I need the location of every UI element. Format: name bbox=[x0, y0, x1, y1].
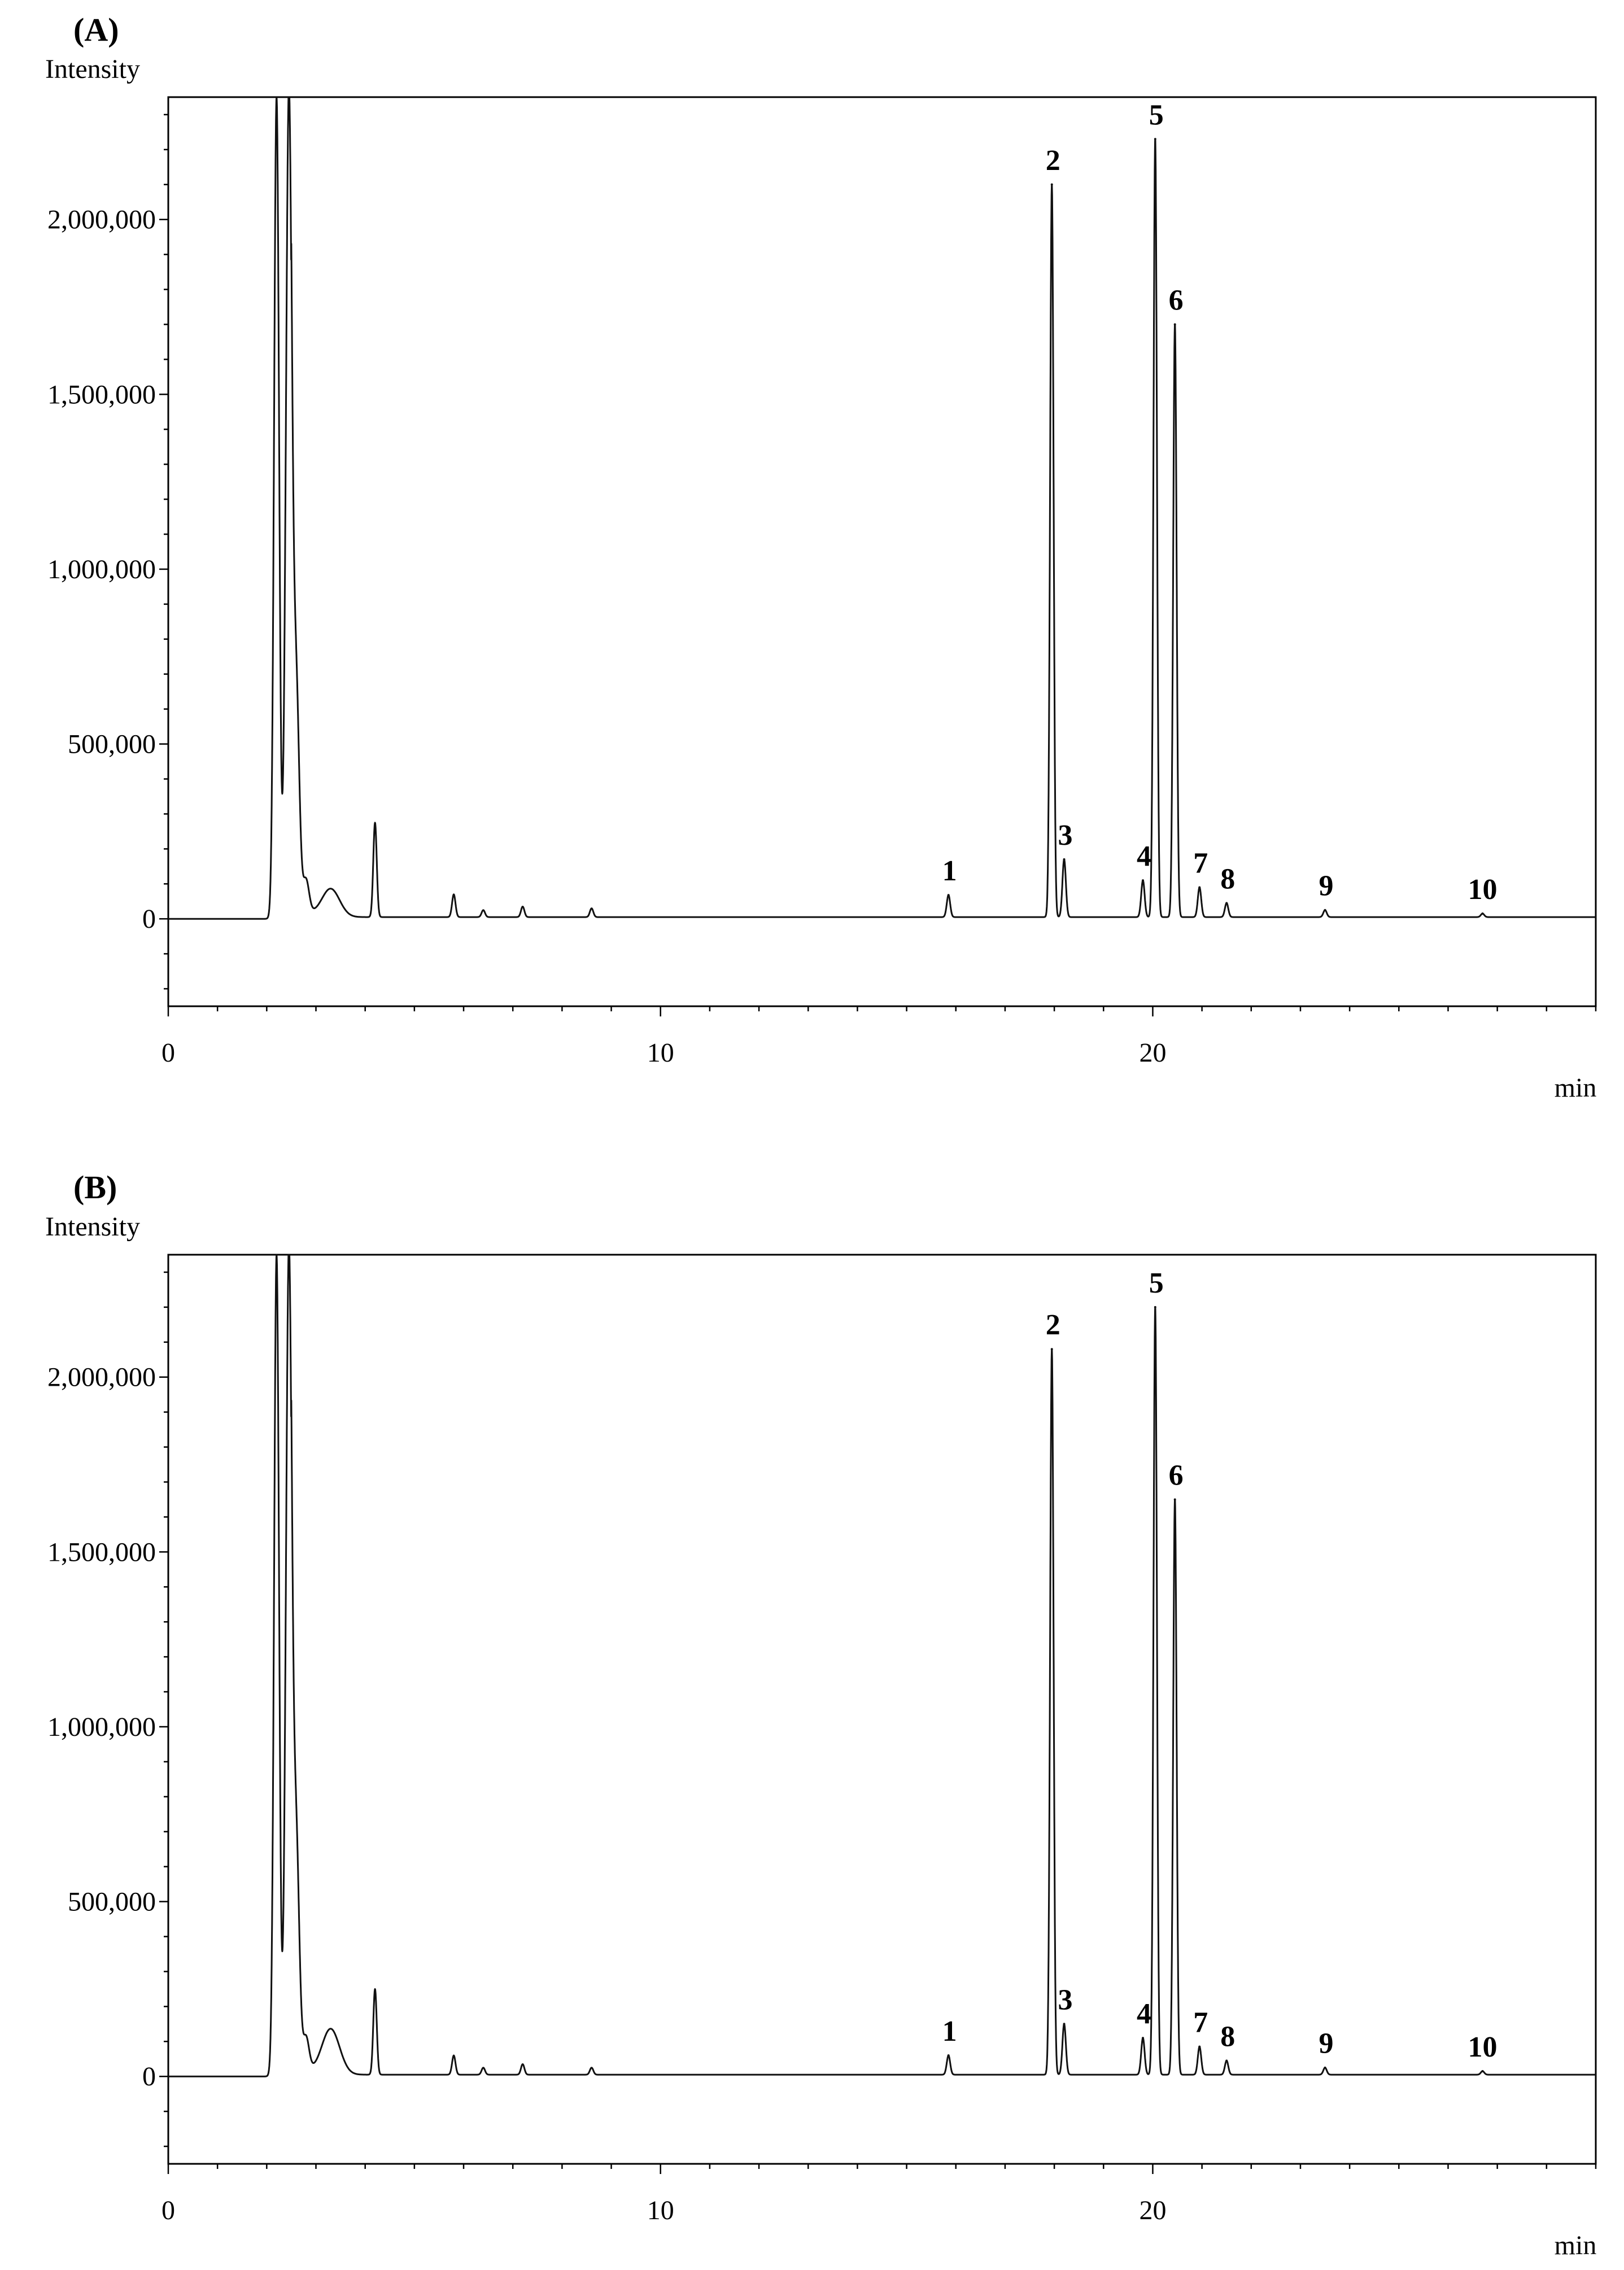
peak-point bbox=[1142, 879, 1145, 882]
peak-point bbox=[1173, 323, 1176, 326]
peak-point bbox=[1481, 2070, 1484, 2072]
peak-label-6: 6 bbox=[1169, 1459, 1184, 1491]
y-tick-label: 1,500,000 bbox=[47, 1537, 156, 1567]
y-tick-label: 500,000 bbox=[68, 1887, 156, 1917]
peak-label-2: 2 bbox=[1046, 145, 1060, 177]
panel-label: (B) bbox=[73, 1169, 117, 1206]
y-axis-label: Intensity bbox=[45, 54, 140, 84]
y-tick-label: 2,000,000 bbox=[47, 1363, 156, 1392]
peak-label-9: 9 bbox=[1319, 2028, 1334, 2060]
y-tick-label: 0 bbox=[142, 2062, 156, 2092]
peak-label-10: 10 bbox=[1468, 874, 1498, 906]
peak-label-4: 4 bbox=[1137, 1998, 1151, 2030]
peak-label-3: 3 bbox=[1058, 819, 1073, 852]
peak-label-3: 3 bbox=[1058, 1984, 1073, 2016]
y-tick-label: 2,000,000 bbox=[47, 205, 156, 235]
peak-label-5: 5 bbox=[1149, 1267, 1164, 1299]
peak-point bbox=[1154, 1306, 1156, 1308]
chromatogram-trace bbox=[168, 1255, 1596, 2077]
x-tick-label: 10 bbox=[647, 1038, 674, 1068]
x-tick-label: 20 bbox=[1139, 2195, 1166, 2225]
peak-point bbox=[1050, 183, 1053, 186]
x-axis-label: min bbox=[1555, 1073, 1597, 1103]
y-tick-label: 1,000,000 bbox=[47, 1712, 156, 1742]
peak-point bbox=[1324, 909, 1326, 911]
chromatogram-panel-a: (A) Intensity min 0 500,000 1,000,000 1,500,00… bbox=[45, 11, 1597, 1103]
peak-label-1: 1 bbox=[942, 855, 957, 887]
peak-point bbox=[1225, 2059, 1228, 2062]
peak-point bbox=[1063, 858, 1066, 861]
y-axis-label: Intensity bbox=[45, 1212, 140, 1242]
x-tick-label: 0 bbox=[161, 2195, 175, 2225]
panel-label: (A) bbox=[73, 11, 119, 48]
peak-point bbox=[1198, 2045, 1201, 2048]
peak-point bbox=[1142, 2037, 1145, 2040]
peak-point bbox=[947, 2054, 950, 2057]
y-tick-label: 1,500,000 bbox=[47, 379, 156, 409]
peak-label-10: 10 bbox=[1468, 2031, 1498, 2063]
x-tick-label: 10 bbox=[647, 2195, 674, 2225]
peak-label-1: 1 bbox=[942, 2015, 957, 2048]
peak-point bbox=[1324, 2066, 1326, 2069]
chromatogram-trace bbox=[168, 97, 1596, 920]
peak-point bbox=[1154, 138, 1156, 141]
plot-frame bbox=[167, 1254, 1597, 2165]
peak-label-5: 5 bbox=[1149, 99, 1164, 131]
peak-point bbox=[1225, 902, 1228, 905]
peak-point bbox=[1050, 1348, 1053, 1351]
peak-label-2: 2 bbox=[1046, 1309, 1060, 1341]
peak-label-7: 7 bbox=[1193, 847, 1208, 879]
peak-label-6: 6 bbox=[1169, 285, 1184, 317]
peak-label-8: 8 bbox=[1220, 863, 1235, 895]
y-tick-label: 0 bbox=[142, 904, 156, 934]
peak-label-7: 7 bbox=[1193, 2007, 1208, 2039]
y-tick-label: 500,000 bbox=[68, 730, 156, 759]
peak-label-9: 9 bbox=[1319, 870, 1334, 902]
x-tick-label: 0 bbox=[161, 1038, 175, 1068]
y-tick-label: 1,000,000 bbox=[47, 555, 156, 584]
x-axis-label: min bbox=[1555, 2230, 1597, 2260]
x-tick-label: 20 bbox=[1139, 1038, 1166, 1068]
peak-point bbox=[1198, 886, 1201, 889]
peak-label-8: 8 bbox=[1220, 2020, 1235, 2053]
peak-label-4: 4 bbox=[1137, 840, 1151, 872]
peak-point bbox=[1063, 2023, 1066, 2025]
plot-frame bbox=[167, 96, 1597, 1007]
chromatogram-panel-b: (B) Intensity min 0 500,000 1,000,000 1,500,00… bbox=[45, 1169, 1597, 2260]
peak-point bbox=[1481, 912, 1484, 915]
peak-point bbox=[947, 894, 950, 897]
peak-point bbox=[1173, 1498, 1176, 1501]
